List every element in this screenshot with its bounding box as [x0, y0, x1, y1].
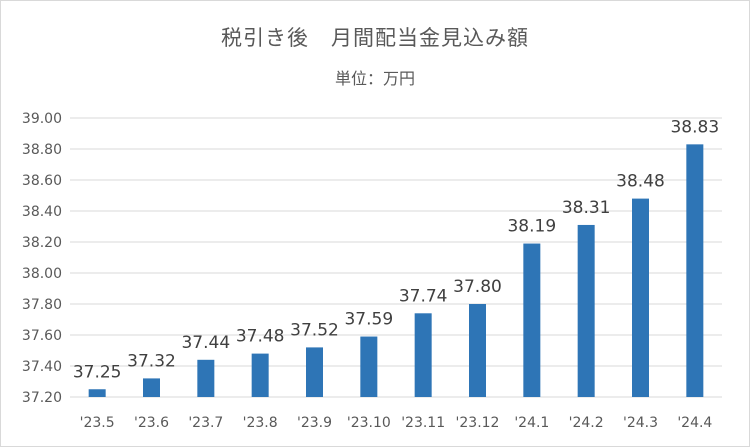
y-tick-label: 37.40 [22, 359, 62, 375]
bar [686, 144, 704, 397]
bar-value-label: 37.80 [453, 277, 502, 297]
bar-value-label: 37.32 [127, 351, 176, 371]
bar [360, 336, 378, 397]
bar [523, 243, 541, 397]
y-tick-label: 38.80 [22, 142, 62, 158]
chart-title: 税引き後 月間配当金見込み額 [221, 26, 529, 50]
y-tick-label: 38.40 [22, 204, 62, 220]
bar [306, 347, 323, 397]
bar [469, 304, 486, 397]
bar-value-label: 38.83 [670, 117, 719, 137]
y-tick-label: 39.00 [22, 111, 62, 127]
x-tick-label: '24.4 [677, 415, 712, 431]
bar-value-label: 37.74 [399, 286, 448, 306]
bar [88, 389, 106, 397]
x-tick-label: '23.12 [456, 415, 500, 431]
bar-value-label: 38.48 [616, 172, 665, 192]
y-tick-label: 38.60 [22, 173, 62, 189]
x-tick-label: '23.7 [188, 415, 223, 431]
bar [577, 224, 595, 397]
x-tick-label: '24.2 [569, 415, 604, 431]
bar-value-label: 38.31 [562, 198, 611, 218]
bar-value-label: 37.48 [236, 327, 285, 347]
x-tick-label: '23.8 [243, 415, 278, 431]
bar-value-label: 37.59 [344, 310, 393, 330]
bar-value-label: 37.44 [181, 333, 230, 353]
y-tick-label: 37.80 [22, 297, 62, 313]
x-tick-label: '23.5 [80, 415, 115, 431]
y-tick-label: 38.00 [22, 266, 62, 282]
bar [251, 353, 269, 397]
bar [197, 359, 215, 397]
x-tick-label: '24.3 [623, 415, 658, 431]
y-tick-label: 38.20 [22, 235, 62, 251]
bar [632, 198, 649, 397]
x-tick-label: '23.6 [134, 415, 169, 431]
bar [414, 313, 432, 397]
y-tick-label: 37.20 [22, 390, 62, 406]
x-tick-label: '24.1 [514, 415, 549, 431]
bar-value-label: 38.19 [507, 217, 556, 237]
bar [143, 378, 160, 397]
chart-subtitle: 単位：万円 [334, 69, 415, 88]
x-tick-label: '23.10 [347, 415, 391, 431]
y-tick-label: 37.60 [22, 328, 62, 344]
bar-value-label: 37.52 [290, 320, 339, 340]
x-tick-label: '23.11 [401, 415, 445, 431]
x-tick-label: '23.9 [297, 415, 332, 431]
bar-value-label: 37.25 [73, 362, 122, 382]
